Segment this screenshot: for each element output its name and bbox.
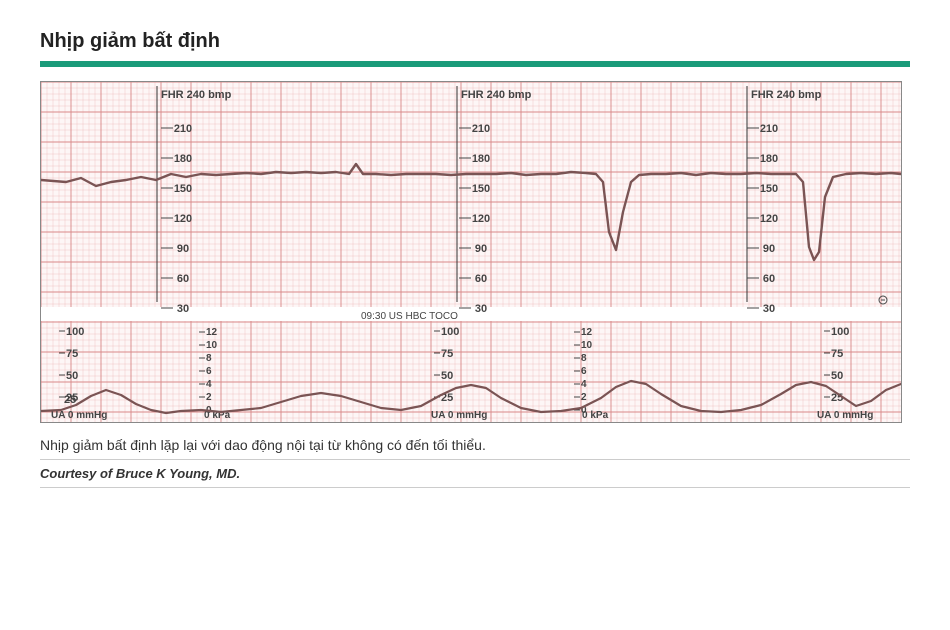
svg-text:60: 60 xyxy=(763,273,775,285)
svg-text:30: 30 xyxy=(475,303,487,315)
svg-text:90: 90 xyxy=(177,243,189,255)
svg-text:UA 0 mmHg: UA 0 mmHg xyxy=(51,410,107,421)
svg-text:100: 100 xyxy=(831,326,849,338)
svg-text:150: 150 xyxy=(174,183,192,195)
svg-text:180: 180 xyxy=(174,153,192,165)
svg-text:60: 60 xyxy=(475,273,487,285)
svg-text:90: 90 xyxy=(763,243,775,255)
svg-text:50: 50 xyxy=(66,370,78,382)
svg-text:FHR 240 bmp: FHR 240 bmp xyxy=(751,89,822,101)
svg-text:6: 6 xyxy=(206,366,212,377)
title-underline xyxy=(40,61,910,67)
svg-text:UA 0 mmHg: UA 0 mmHg xyxy=(817,410,873,421)
svg-text:75: 75 xyxy=(66,348,78,360)
svg-text:10: 10 xyxy=(581,340,593,351)
svg-text:4: 4 xyxy=(206,379,212,390)
svg-text:6: 6 xyxy=(581,366,587,377)
svg-text:30: 30 xyxy=(763,303,775,315)
svg-text:10: 10 xyxy=(206,340,218,351)
svg-text:120: 120 xyxy=(174,213,192,225)
chart-courtesy: Courtesy of Bruce K Young, MD. xyxy=(40,466,910,488)
svg-text:180: 180 xyxy=(760,153,778,165)
svg-text:210: 210 xyxy=(472,123,490,135)
svg-text:120: 120 xyxy=(760,213,778,225)
svg-text:60: 60 xyxy=(177,273,189,285)
svg-text:12: 12 xyxy=(581,327,593,338)
svg-text:150: 150 xyxy=(760,183,778,195)
svg-text:30: 30 xyxy=(177,303,189,315)
svg-text:210: 210 xyxy=(760,123,778,135)
svg-text:50: 50 xyxy=(441,370,453,382)
svg-text:75: 75 xyxy=(441,348,453,360)
svg-text:8: 8 xyxy=(206,353,212,364)
svg-text:12: 12 xyxy=(206,327,218,338)
svg-text:150: 150 xyxy=(472,183,490,195)
svg-text:100: 100 xyxy=(66,326,84,338)
svg-text:UA 0 mmHg: UA 0 mmHg xyxy=(431,410,487,421)
svg-text:0 kPa: 0 kPa xyxy=(582,410,609,421)
svg-text:4: 4 xyxy=(581,379,587,390)
svg-text:FHR 240 bmp: FHR 240 bmp xyxy=(461,89,532,101)
ctg-chart-frame: FHR 240 bmpFHR 240 bmpFHR 240 bmp2101801… xyxy=(40,81,902,423)
svg-text:25: 25 xyxy=(64,394,76,406)
svg-text:8: 8 xyxy=(581,353,587,364)
svg-text:50: 50 xyxy=(831,370,843,382)
svg-text:FHR 240 bmp: FHR 240 bmp xyxy=(161,89,232,101)
chart-title: Nhịp giảm bất định xyxy=(40,30,910,53)
ctg-chart-svg: FHR 240 bmpFHR 240 bmpFHR 240 bmp2101801… xyxy=(41,82,901,422)
svg-text:75: 75 xyxy=(831,348,843,360)
svg-text:120: 120 xyxy=(472,213,490,225)
svg-text:100: 100 xyxy=(441,326,459,338)
svg-text:2: 2 xyxy=(206,392,212,403)
svg-text:2: 2 xyxy=(581,392,587,403)
svg-text:90: 90 xyxy=(475,243,487,255)
svg-text:210: 210 xyxy=(174,123,192,135)
svg-text:180: 180 xyxy=(472,153,490,165)
chart-caption: Nhịp giảm bất định lặp lại với dao động … xyxy=(40,437,910,460)
svg-text:09:30 US HBC TOCO: 09:30 US HBC TOCO xyxy=(361,311,458,322)
